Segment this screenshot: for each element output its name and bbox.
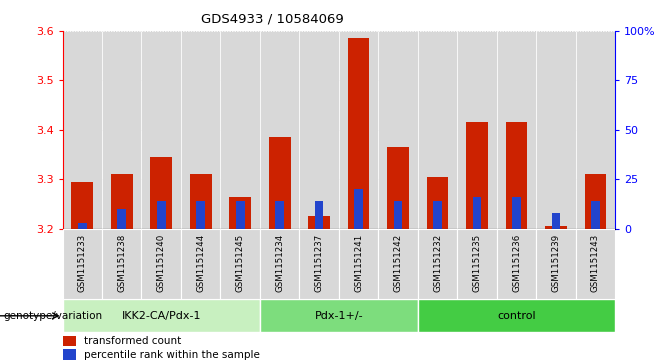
Bar (260, 31, 299, 229)
Bar (102, 31, 141, 229)
Bar (426, 177, 449, 229)
Bar (275, 201, 284, 229)
FancyBboxPatch shape (102, 229, 141, 299)
Text: GSM1151243: GSM1151243 (591, 234, 600, 292)
Text: GSM1151237: GSM1151237 (315, 234, 324, 292)
Text: GDS4933 / 10584069: GDS4933 / 10584069 (201, 13, 343, 26)
Bar (378, 31, 418, 229)
Bar (236, 201, 245, 229)
FancyBboxPatch shape (220, 229, 260, 299)
Bar (141, 31, 181, 229)
Bar (299, 31, 339, 229)
Bar (308, 216, 330, 229)
FancyBboxPatch shape (378, 229, 418, 299)
Bar (551, 213, 561, 229)
Bar (591, 201, 600, 229)
Bar (545, 226, 567, 229)
Text: GSM1151232: GSM1151232 (433, 234, 442, 292)
Bar (576, 31, 615, 229)
Bar (418, 31, 457, 229)
Bar (315, 201, 324, 229)
FancyBboxPatch shape (260, 229, 299, 299)
Bar (63, 336, 76, 346)
Bar (472, 197, 482, 229)
Bar (117, 209, 126, 229)
FancyBboxPatch shape (63, 229, 102, 299)
Text: Pdx-1+/-: Pdx-1+/- (315, 311, 363, 321)
FancyBboxPatch shape (63, 299, 260, 332)
Text: GSM1151236: GSM1151236 (512, 234, 521, 292)
FancyBboxPatch shape (536, 229, 576, 299)
Bar (111, 174, 132, 229)
Text: genotype/variation: genotype/variation (3, 311, 103, 321)
FancyBboxPatch shape (339, 229, 378, 299)
Bar (466, 122, 488, 229)
Bar (196, 201, 205, 229)
Bar (433, 201, 442, 229)
FancyBboxPatch shape (260, 299, 418, 332)
Bar (157, 201, 166, 229)
Bar (457, 31, 497, 229)
Text: control: control (497, 311, 536, 321)
Text: GSM1151241: GSM1151241 (354, 234, 363, 292)
FancyBboxPatch shape (141, 229, 181, 299)
Text: GSM1151245: GSM1151245 (236, 234, 245, 292)
Bar (229, 196, 251, 229)
Text: GSM1151242: GSM1151242 (393, 234, 403, 292)
Bar (497, 31, 536, 229)
Bar (220, 31, 260, 229)
FancyBboxPatch shape (181, 229, 220, 299)
Bar (181, 31, 220, 229)
Text: GSM1151233: GSM1151233 (78, 234, 87, 292)
Bar (190, 174, 212, 229)
Bar (536, 31, 576, 229)
Bar (63, 31, 102, 229)
FancyBboxPatch shape (418, 299, 615, 332)
FancyBboxPatch shape (457, 229, 497, 299)
Bar (505, 122, 527, 229)
Bar (354, 189, 363, 229)
FancyBboxPatch shape (299, 229, 339, 299)
Text: GSM1151244: GSM1151244 (196, 234, 205, 292)
Bar (339, 31, 378, 229)
Bar (512, 197, 521, 229)
Bar (63, 350, 76, 360)
Bar (71, 182, 93, 229)
Text: percentile rank within the sample: percentile rank within the sample (84, 350, 260, 360)
Text: GSM1151234: GSM1151234 (275, 234, 284, 292)
Bar (269, 137, 291, 229)
Text: GSM1151240: GSM1151240 (157, 234, 166, 292)
Text: IKK2-CA/Pdx-1: IKK2-CA/Pdx-1 (122, 311, 201, 321)
Text: GSM1151235: GSM1151235 (472, 234, 482, 292)
Bar (347, 38, 370, 229)
Bar (150, 157, 172, 229)
Bar (387, 147, 409, 229)
Bar (584, 174, 607, 229)
FancyBboxPatch shape (418, 229, 457, 299)
Text: GSM1151238: GSM1151238 (117, 234, 126, 292)
Text: transformed count: transformed count (84, 336, 182, 346)
Text: GSM1151239: GSM1151239 (551, 234, 561, 292)
FancyBboxPatch shape (576, 229, 615, 299)
Bar (393, 201, 403, 229)
Bar (78, 223, 87, 229)
FancyBboxPatch shape (497, 229, 536, 299)
